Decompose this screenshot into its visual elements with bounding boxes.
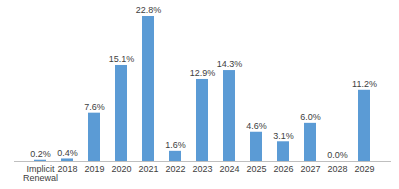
svg-text:0.2%: 0.2% [30, 149, 51, 159]
svg-text:2021: 2021 [138, 164, 158, 174]
svg-text:2018: 2018 [57, 164, 77, 174]
svg-text:2027: 2027 [300, 164, 320, 174]
svg-text:2022: 2022 [165, 164, 185, 174]
svg-text:11.2%: 11.2% [352, 79, 377, 89]
svg-text:6.0%: 6.0% [300, 112, 321, 122]
svg-text:12.9%: 12.9% [190, 68, 216, 78]
svg-text:ImplicitRenewal: ImplicitRenewal [23, 164, 58, 183]
svg-text:0.4%: 0.4% [57, 148, 78, 158]
svg-text:22.8%: 22.8% [136, 5, 162, 15]
svg-text:4.6%: 4.6% [246, 121, 267, 131]
svg-text:2026: 2026 [273, 164, 293, 174]
svg-text:2019: 2019 [84, 164, 104, 174]
svg-text:14.3%: 14.3% [217, 59, 243, 69]
svg-text:2024: 2024 [219, 164, 239, 174]
svg-text:3.1%: 3.1% [273, 131, 294, 141]
svg-text:2023: 2023 [192, 164, 212, 174]
svg-text:2028: 2028 [327, 164, 347, 174]
svg-text:1.6%: 1.6% [165, 140, 186, 150]
svg-text:0.0%: 0.0% [327, 150, 348, 160]
svg-text:2020: 2020 [111, 164, 131, 174]
svg-text:15.1%: 15.1% [109, 54, 135, 64]
svg-text:7.6%: 7.6% [84, 102, 105, 112]
svg-text:2029: 2029 [354, 164, 374, 174]
svg-text:2025: 2025 [246, 164, 266, 174]
